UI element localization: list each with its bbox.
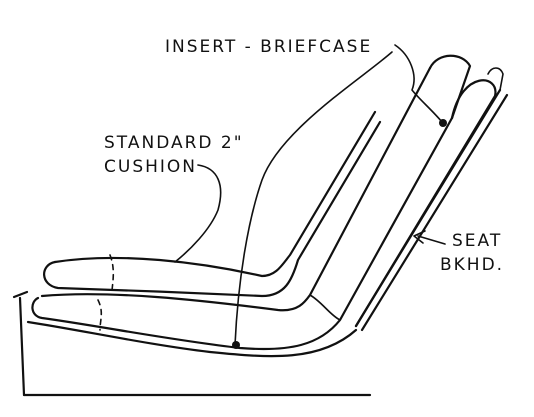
briefcase-leader-seat [234,51,393,346]
bulkhead-arrowhead [413,230,426,244]
briefcase-seat-dot [232,341,240,349]
bulkhead-leader [417,235,446,245]
cushion-leader [174,164,222,263]
briefcase-back-dot [439,119,447,127]
briefcase-insert [31,54,497,351]
insert-briefcase-label: INSERT - BRIEFCASE [165,37,372,57]
cushion-label-line2: CUSHION [104,157,197,177]
seat-frame [12,290,372,397]
standard-cushion [43,110,382,298]
seat-bulkhead-label-line2: BKHD. [440,255,504,275]
briefcase-leader-back [394,44,443,123]
leader-lines [174,44,447,349]
cushion-label-line1: STANDARD 2" [104,133,244,153]
seat-bulkhead-label-line1: SEAT [452,231,502,251]
